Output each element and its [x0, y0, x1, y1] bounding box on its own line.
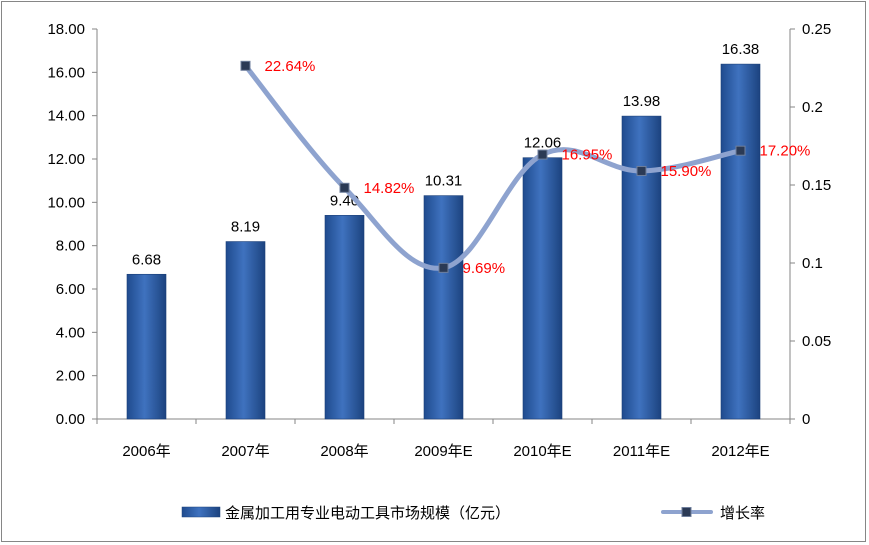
x-tick-label: 2010年E: [513, 443, 571, 460]
legend-line-marker: [681, 507, 692, 517]
growth-marker: [339, 182, 350, 193]
bar: [522, 157, 563, 420]
left-tick-label: 2.00: [56, 368, 85, 385]
growth-data-label: 14.82%: [364, 180, 415, 197]
bar-data-label: 8.19: [231, 219, 260, 236]
bar-data-label: 10.31: [425, 173, 463, 190]
bar-series: [126, 63, 761, 420]
x-axis-ticks: 2006年 2007年 2008年 2009年E 2010年E 2011年E 2012年E: [96, 419, 791, 460]
legend-line-label: 增长率: [720, 504, 765, 522]
growth-data-label: 17.20%: [760, 143, 811, 160]
growth-marker: [438, 262, 449, 273]
growth-data-label: 15.90%: [661, 163, 712, 180]
bar-data-label: 13.98: [623, 93, 661, 110]
bar: [720, 63, 761, 420]
legend: 金属加工用专业电动工具市场规模（亿元） 增长率: [181, 504, 765, 522]
left-tick-label: 4.00: [56, 324, 85, 341]
left-tick-label: 6.00: [56, 281, 85, 298]
right-tick-label: 0: [802, 411, 810, 428]
right-tick-label: 0.15: [802, 177, 831, 194]
left-tick-label: 0.00: [56, 411, 85, 428]
growth-marker: [636, 165, 647, 176]
x-tick-label: 2007年: [221, 443, 269, 460]
bar-data-label: 6.68: [132, 251, 161, 268]
left-tick-label: 14.00: [47, 108, 85, 125]
right-tick-label: 0.1: [802, 255, 823, 272]
growth-data-labels: 22.64% 14.82% 9.69% 16.95% 15.90% 17.20%: [265, 58, 811, 277]
left-tick-label: 8.00: [56, 238, 85, 255]
growth-data-label: 16.95%: [562, 147, 613, 164]
bar: [225, 241, 266, 420]
growth-marker: [240, 60, 251, 71]
right-tick-label: 0.25: [802, 21, 831, 38]
legend-bar-label: 金属加工用专业电动工具市场规模（亿元）: [225, 504, 510, 522]
legend-bar-swatch: [181, 506, 221, 518]
growth-data-label: 22.64%: [265, 58, 316, 75]
x-tick-label: 2011年E: [613, 443, 670, 460]
x-tick-label: 2006年: [122, 443, 170, 460]
x-tick-label: 2008年: [320, 443, 368, 460]
left-axis-ticks: 0.00 2.00 4.00 6.00 8.00 10.00 12.00 14.00 16.00…: [47, 21, 97, 428]
left-tick-label: 10.00: [47, 194, 85, 211]
left-tick-label: 18.00: [47, 21, 85, 38]
left-tick-label: 16.00: [47, 64, 85, 81]
right-tick-label: 0.05: [802, 333, 831, 350]
growth-marker: [537, 149, 548, 160]
left-tick-label: 12.00: [47, 151, 85, 168]
bar-data-label: 12.06: [524, 135, 562, 152]
right-tick-label: 0.2: [802, 99, 823, 116]
x-tick-label: 2012年E: [711, 443, 769, 460]
bar-data-label: 16.38: [722, 41, 760, 58]
growth-line-series: [240, 60, 746, 273]
bar: [423, 195, 464, 420]
x-tick-label: 2009年E: [414, 443, 472, 460]
growth-marker: [735, 145, 746, 156]
right-axis-ticks: 0 0.05 0.1 0.15 0.2 0.25: [790, 21, 831, 428]
growth-data-label: 9.69%: [463, 260, 506, 277]
bar: [621, 115, 662, 420]
bar: [324, 215, 365, 420]
bar: [126, 273, 167, 420]
